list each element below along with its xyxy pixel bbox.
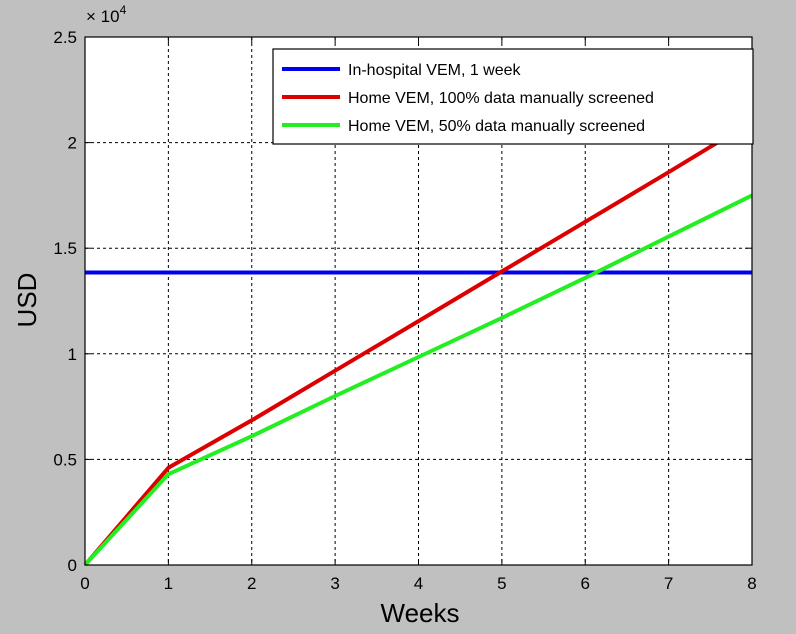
legend-label-2: Home VEM, 100% data manually screened	[348, 90, 654, 107]
x-tick-label: 4	[414, 574, 423, 593]
legend-entries: In-hospital VEM, 1 week Home VEM, 100% da…	[282, 62, 654, 135]
legend: In-hospital VEM, 1 week Home VEM, 100% da…	[272, 48, 754, 145]
series-line-2	[83, 119, 754, 567]
y-axis-label: USD	[12, 273, 42, 328]
series-line-3	[83, 193, 753, 567]
y-tick-label: 1.5	[53, 239, 77, 258]
legend-label-3: Home VEM, 50% data manually screened	[348, 118, 645, 135]
x-tick-label: 6	[581, 574, 590, 593]
x-axis-label: Weeks	[381, 598, 460, 628]
legend-label-1: In-hospital VEM, 1 week	[348, 62, 522, 79]
ticks: 0 1 2 3 4 5 6 7 8 0 0.5 1 1.5 2 2.5	[53, 28, 756, 593]
y-tick-label: 1	[68, 345, 77, 364]
x-tick-label: 7	[664, 574, 673, 593]
legend-box	[272, 48, 754, 145]
y-tick-label: 0.5	[53, 450, 77, 469]
y-multiplier: × 104	[86, 3, 127, 26]
x-tick-label: 3	[330, 574, 339, 593]
y-tick-label: 0	[68, 556, 77, 575]
x-tick-label: 0	[80, 574, 89, 593]
x-tick-label: 2	[247, 574, 256, 593]
x-tick-label: 1	[164, 574, 173, 593]
x-tick-label: 5	[497, 574, 506, 593]
x-tick-label: 8	[747, 574, 756, 593]
y-tick-label: 2.5	[53, 28, 77, 47]
y-tick-label: 2	[68, 134, 77, 153]
series-lines	[83, 119, 754, 567]
